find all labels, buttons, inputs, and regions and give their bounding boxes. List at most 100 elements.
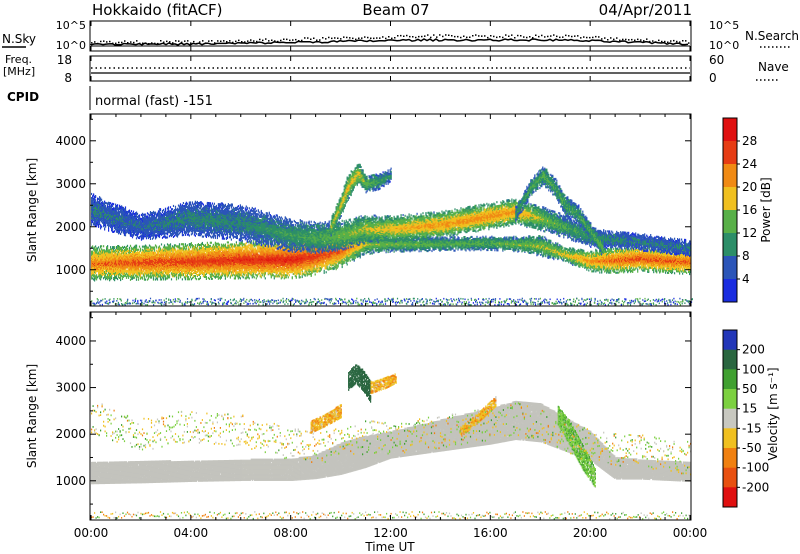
power-cell <box>160 251 163 254</box>
noise-right-tick-high: 10^5 <box>709 19 739 32</box>
power-cell <box>148 269 151 272</box>
power-cell <box>112 270 114 273</box>
power-cell <box>159 269 162 272</box>
power-cell <box>114 256 116 259</box>
power-cell <box>152 257 155 260</box>
power-cell <box>105 263 107 266</box>
power-cell <box>144 271 147 274</box>
power-cell <box>148 256 151 259</box>
power-cell <box>119 248 121 251</box>
power-cell <box>121 257 124 260</box>
power-cell <box>91 266 93 269</box>
power-cell <box>140 261 143 264</box>
noise-search-point <box>457 35 459 38</box>
noise-search-point <box>652 40 654 42</box>
power-cell <box>126 266 129 269</box>
power-cell <box>133 252 136 255</box>
power-cell <box>129 258 132 261</box>
power-cell <box>95 255 97 258</box>
power-cell <box>109 279 111 282</box>
power-cell <box>160 253 163 256</box>
noise-right-tick-low: 10^0 <box>709 39 739 52</box>
power-cell <box>149 276 152 279</box>
power-cell <box>137 278 140 281</box>
power-cell <box>116 253 118 256</box>
noise-search-point <box>658 39 660 42</box>
power-cell <box>146 255 149 258</box>
power-cell <box>140 276 143 279</box>
power-cell <box>156 250 159 253</box>
power-cell <box>104 256 106 259</box>
power-cell <box>140 251 143 254</box>
noise-search-point <box>685 40 687 42</box>
power-cell <box>196 247 198 250</box>
noise-search-point <box>445 34 447 36</box>
noise-search-point <box>607 39 609 41</box>
power-cell <box>162 268 165 271</box>
power-cell <box>130 259 133 262</box>
noise-search-point <box>262 39 264 42</box>
power-cell <box>115 253 117 256</box>
power-cell <box>109 276 111 279</box>
power-cell <box>110 272 112 275</box>
power-cell <box>122 267 125 270</box>
power-cell <box>129 264 132 267</box>
power-cell <box>120 279 122 282</box>
power-cell <box>141 245 144 248</box>
power-cell <box>235 241 237 244</box>
noise-search-point <box>625 38 627 41</box>
power-cell <box>123 264 126 267</box>
noise-search-point <box>613 38 615 41</box>
power-cell <box>136 267 139 270</box>
noise-search-point <box>295 38 297 41</box>
noise-search-point <box>535 34 537 36</box>
power-cell <box>148 248 151 251</box>
nave-label: Nave <box>758 60 789 74</box>
power-cell <box>93 274 95 277</box>
power-cell <box>147 266 150 269</box>
power-cell <box>131 269 134 272</box>
power-cell <box>117 245 119 248</box>
power-cell <box>120 268 122 271</box>
power-cell <box>142 265 145 268</box>
power-cell <box>140 264 143 267</box>
power-cell <box>132 269 135 272</box>
power-cell <box>111 248 113 251</box>
noise-search-point <box>253 40 255 42</box>
power-cell <box>143 265 146 268</box>
noise-search-point <box>433 34 435 36</box>
power-cell <box>100 272 102 275</box>
power-cell <box>227 241 229 244</box>
power-cell <box>107 252 109 255</box>
power-cell <box>125 269 128 272</box>
power-cell <box>101 264 103 267</box>
power-cell <box>135 251 138 254</box>
noise-search-point <box>316 39 318 41</box>
power-cell <box>117 264 119 267</box>
power-cell <box>101 245 103 248</box>
power-cell <box>111 251 113 254</box>
power-cell <box>128 246 131 249</box>
power-cell <box>145 272 148 275</box>
power-cell <box>147 263 150 266</box>
power-cell <box>104 260 106 263</box>
power-cell <box>142 249 145 252</box>
power-cell <box>99 268 101 271</box>
power-cell <box>147 249 150 252</box>
noise-search-point <box>334 37 336 39</box>
power-cell <box>133 257 136 260</box>
noise-search-point <box>664 40 666 43</box>
power-cell <box>125 251 128 254</box>
power-cell <box>126 244 129 247</box>
noise-search-point <box>124 40 126 42</box>
noise-search-point <box>460 36 462 39</box>
power-cell <box>97 253 99 256</box>
power-cell <box>252 240 254 243</box>
power-cell <box>106 255 108 258</box>
power-cell <box>109 253 111 256</box>
power-cell <box>129 270 132 273</box>
power-cell <box>115 266 117 269</box>
power-cell <box>123 267 126 270</box>
power-cell <box>148 263 151 266</box>
power-cell <box>152 251 155 254</box>
